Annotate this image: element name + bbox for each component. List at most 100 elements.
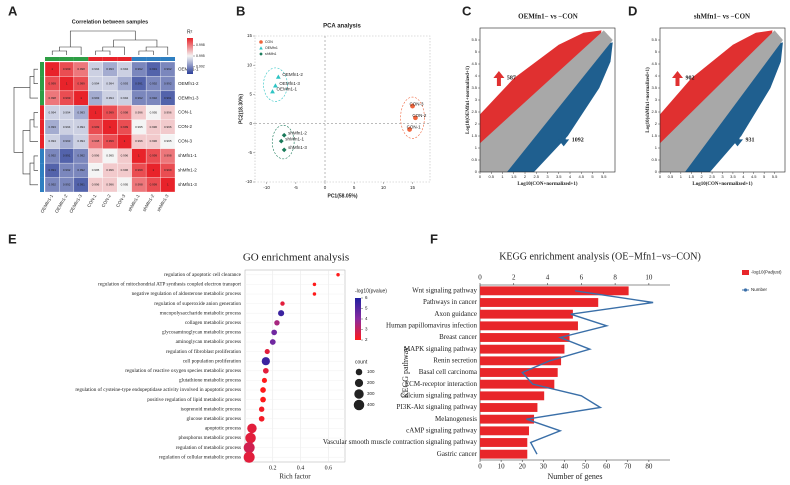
dot: [262, 367, 269, 374]
cell-value: 1: [51, 67, 53, 71]
cell-value: 0.999: [164, 168, 172, 172]
size-key: [355, 368, 363, 376]
y-tick-label: 0: [475, 169, 478, 174]
cell-value: 1: [109, 125, 111, 129]
cell-value: 0.996: [106, 168, 114, 172]
up-count: 587: [507, 75, 516, 81]
y-tick-label: 0: [249, 121, 252, 126]
cell-value: 0.996: [135, 139, 143, 143]
plot-background: [244, 269, 346, 463]
category-label: regulation of cysteine-type endopeptidas…: [75, 386, 241, 393]
x-axis-label: Number of genes: [547, 472, 602, 481]
legend-marker: [259, 46, 263, 50]
y-tick-label: 0.5: [471, 157, 477, 162]
x-tick-label: 0: [324, 185, 327, 190]
x-axis-label: Log10(CON+normalized+1): [692, 182, 752, 187]
category-label: Calcium signaling pathway: [400, 391, 477, 399]
point: [413, 115, 418, 121]
colorbar: [187, 38, 193, 74]
y-tick-label: 1: [655, 145, 658, 150]
x-tick-label: 3.5: [556, 174, 562, 179]
row-label: shMfn1-1: [178, 153, 197, 158]
dot: [278, 310, 285, 317]
dot: [312, 282, 317, 287]
row-label: shMfn1-3: [178, 182, 197, 187]
cell-value: 0.996: [92, 183, 100, 187]
y-axis-label: PC2(18.30%): [238, 94, 244, 124]
category-label: collagen metabolic process: [185, 320, 241, 326]
colorbar-tick-label: 0.995: [196, 54, 205, 58]
cell-value: 0.998: [135, 183, 143, 187]
x-tick-label: 4.5: [578, 174, 584, 179]
legend-label: CON: [265, 40, 273, 44]
category-label: regulation of metabolic process: [176, 444, 241, 451]
category-label: Gastric cancer: [437, 450, 478, 458]
category-label: regulation of mitochondrial ATP synthesi…: [98, 281, 241, 288]
category-label: apoptotic process: [205, 426, 241, 432]
confidence-ellipse: [400, 96, 425, 139]
cell-value: 0.995: [92, 168, 100, 172]
bar: [480, 391, 545, 401]
legend-label: Number: [751, 287, 768, 292]
cell-value: 0.994: [63, 125, 71, 129]
size-key-label: 200: [367, 380, 375, 385]
point-label: OEMfn1-2: [282, 72, 303, 77]
dot: [258, 415, 265, 422]
bar: [480, 286, 629, 296]
y-tick-label: 5: [249, 92, 252, 97]
cell-value: 0.999: [106, 110, 114, 114]
category-label: MAPK signaling pathway: [404, 345, 478, 353]
cell-value: 0.996: [106, 183, 114, 187]
cell-value: 1: [152, 168, 154, 172]
plot-frame: [254, 35, 431, 183]
category-label: positive regulation of lipid metabolic p…: [147, 396, 241, 403]
group-bar: [73, 57, 89, 61]
y-tick-label: 2: [475, 121, 478, 126]
cell-value: 0.994: [48, 139, 56, 143]
y-tick-label: 2.5: [471, 109, 477, 114]
x2-tick-label: 2: [512, 274, 516, 282]
y-tick-label: 5: [475, 49, 478, 54]
point: [273, 83, 278, 88]
legend-marker: [259, 52, 263, 56]
x-axis-label: Log10(CON+normalized+1): [517, 182, 577, 187]
point-label: OEMfn1-3: [279, 81, 300, 86]
cell-value: 0.992: [135, 96, 143, 100]
y-tick-label: 3: [475, 97, 478, 102]
group-bar: [146, 57, 161, 61]
cell-value: 0.999: [121, 125, 129, 129]
cell-value: 0.993: [121, 81, 129, 85]
category-label: phosphorus metabolic process: [178, 435, 241, 441]
category-label: Melanogenesis: [435, 415, 477, 423]
up-arrow: [672, 70, 683, 86]
dot: [247, 423, 257, 434]
unchanged-cloud: [480, 30, 613, 173]
confidence-ellipse: [271, 125, 295, 160]
category-label: negative regulation of aldosterone metab…: [132, 290, 241, 297]
size-key-label: 300: [367, 391, 375, 396]
up-arrow: [493, 70, 505, 86]
panel-label: D: [628, 3, 637, 18]
cell-value: 0.992: [150, 96, 158, 100]
y-axis-label: Log10(shMfn1+normalized+1): [646, 67, 651, 133]
y-axis-label: Log10(OEMfn1+normalized+1): [466, 66, 471, 134]
group-bar: [160, 57, 175, 61]
y-tick-label: -5: [248, 150, 252, 155]
cell-value: 0.996: [92, 154, 100, 158]
x-tick-label: 5: [763, 174, 766, 179]
cell-value: 0.994: [106, 96, 114, 100]
cell-value: 0.991: [150, 67, 158, 71]
cell-value: 0.999: [106, 139, 114, 143]
category-label: ECM-receptor interaction: [405, 380, 478, 388]
cell-value: 0.992: [48, 154, 56, 158]
x-tick-label: 70: [624, 463, 632, 471]
bar: [480, 379, 555, 389]
x-tick-label: 3.5: [730, 174, 736, 179]
cell-value: 0.994: [121, 67, 129, 71]
x2-tick-label: 10: [645, 274, 653, 282]
group-bar: [40, 90, 44, 106]
down-count: 1092: [572, 138, 584, 144]
dendrogram: [51, 50, 67, 55]
y-tick-label: 4.5: [651, 61, 657, 66]
